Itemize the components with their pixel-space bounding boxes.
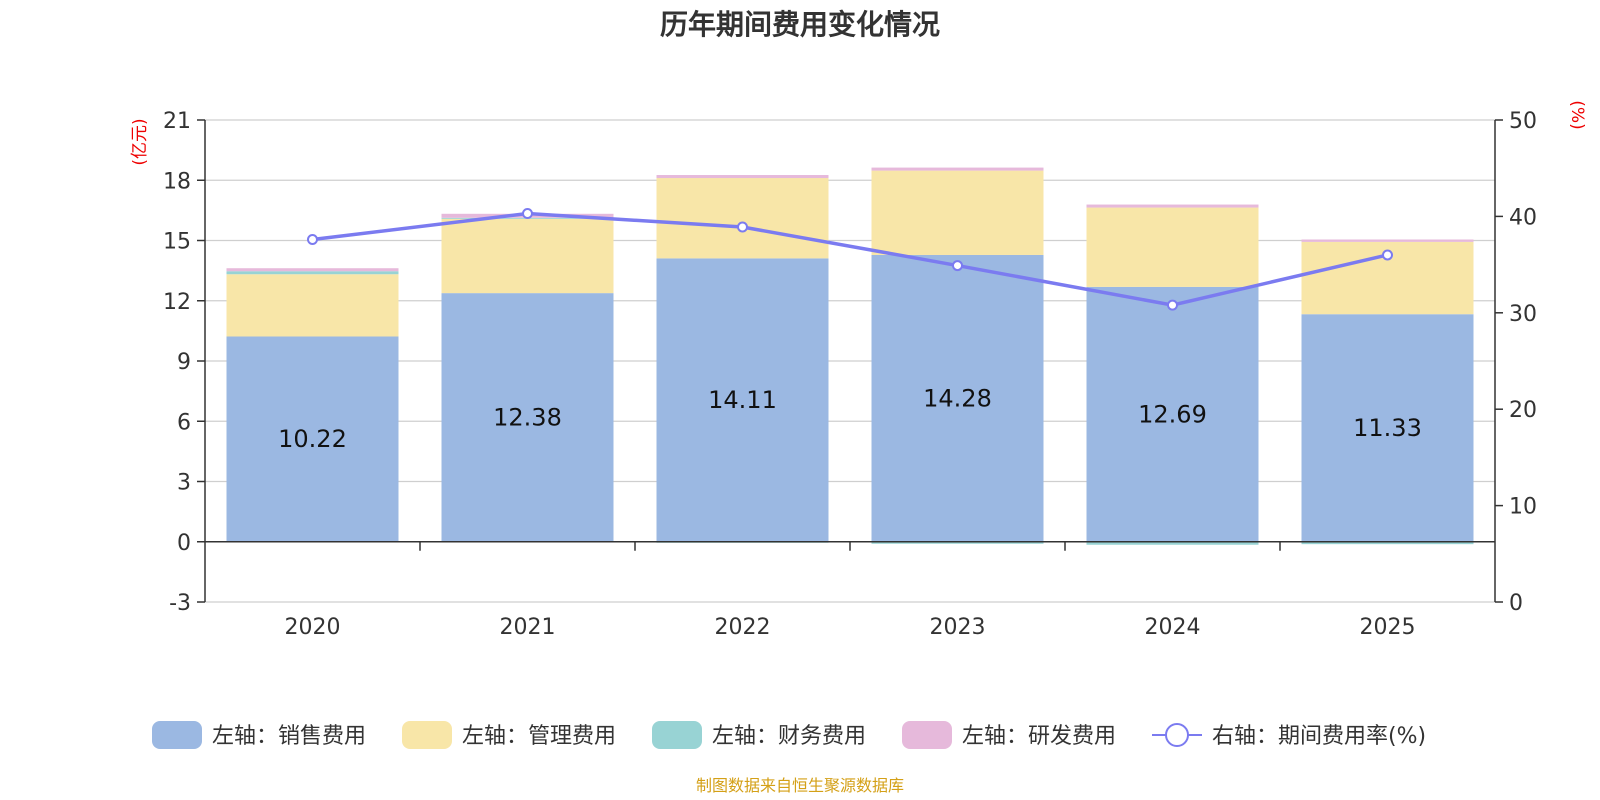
right-tick-label: 50 [1509,109,1537,134]
legend-swatch [652,721,702,749]
category-label: 2025 [1360,615,1416,640]
left-tick-label: 18 [163,169,191,194]
legend[interactable]: 左轴：销售费用 左轴：管理费用 左轴：财务费用 左轴：研发费用 右轴：期间费用率(%) [152,721,1426,749]
left-axis-unit: (亿元) [130,118,150,165]
rate-point[interactable] [737,221,748,233]
bar-segment[interactable] [1301,239,1474,242]
bar-segment[interactable] [226,336,399,542]
axes: -3 0 3 6 9 12 15 18 21 0 10 20 30 40 50 2020 2021 2022 202… [163,109,1537,640]
right-tick-label: 40 [1509,205,1537,230]
bar-segment[interactable] [1086,204,1259,208]
bar-segment[interactable] [226,274,399,337]
bar-value-label: 14.11 [708,386,777,414]
gridlines [205,119,1495,603]
category-label: 2021 [500,615,556,640]
left-tick-label: 3 [177,471,191,496]
bar-value-label: 14.28 [923,384,992,412]
legend-swatch [152,721,202,749]
bar-segment[interactable] [1301,314,1474,542]
left-tick-label: -3 [169,591,191,616]
bar-segment[interactable] [656,175,829,179]
data-source-note: 制图数据来自恒生聚源数据库 [696,776,904,795]
category-label: 2024 [1145,615,1201,640]
bar-labels: 10.22 12.38 14.11 14.28 12.69 11.33 [278,384,1422,453]
bar-segment[interactable] [1086,286,1259,542]
bar-segment[interactable] [226,268,399,272]
left-tick-label: 6 [177,410,191,435]
rate-line [307,208,1393,311]
category-label: 2020 [285,615,341,640]
right-tick-label: 30 [1509,302,1537,327]
bar-segment[interactable] [1086,541,1259,545]
legend-label[interactable]: 右轴：期间费用率(%) [1212,724,1426,749]
rate-point[interactable] [307,234,318,246]
bar-segment[interactable] [656,258,829,542]
right-tick-label: 20 [1509,398,1537,423]
bar-value-label: 11.33 [1353,414,1422,442]
bar-segment[interactable] [871,167,1044,171]
bar-segment[interactable] [1086,207,1259,287]
legend-label[interactable]: 左轴：管理费用 [462,724,616,749]
bar-value-label: 10.22 [278,425,347,453]
left-tick-label: 15 [163,230,191,255]
bar-segment[interactable] [656,178,829,259]
bar-segment[interactable] [871,541,1044,544]
bar-value-label: 12.69 [1138,400,1207,428]
rate-point[interactable] [522,208,533,220]
rate-point[interactable] [1167,299,1178,311]
bars [226,167,1474,545]
right-axis-unit: (%) [1567,100,1587,129]
chart-title: 历年期间费用变化情况 [660,8,940,41]
bar-segment[interactable] [871,254,1044,542]
legend-swatch [402,721,452,749]
legend-swatch [902,721,952,749]
right-tick-label: 10 [1509,495,1537,520]
bar-segment[interactable] [441,293,614,542]
right-tick-label: 0 [1509,591,1523,616]
legend-label[interactable]: 左轴：研发费用 [962,724,1116,749]
bar-segment[interactable] [1301,541,1474,545]
bar-value-label: 12.38 [493,403,562,431]
left-tick-label: 9 [177,350,191,375]
left-tick-label: 0 [177,531,191,556]
legend-circle-symbol [1165,723,1189,747]
bar-segment[interactable] [441,218,614,294]
rate-point[interactable] [1382,249,1393,261]
category-label: 2023 [930,615,986,640]
legend-label[interactable]: 左轴：销售费用 [212,724,366,749]
bar-segment[interactable] [226,271,399,275]
rate-series-line [312,211,1388,307]
category-label: 2022 [715,615,771,640]
legend-label[interactable]: 左轴：财务费用 [712,724,866,749]
left-tick-label: 12 [163,290,191,315]
left-tick-label: 21 [163,109,191,134]
rate-point[interactable] [952,260,963,272]
bar-segment[interactable] [871,170,1044,255]
